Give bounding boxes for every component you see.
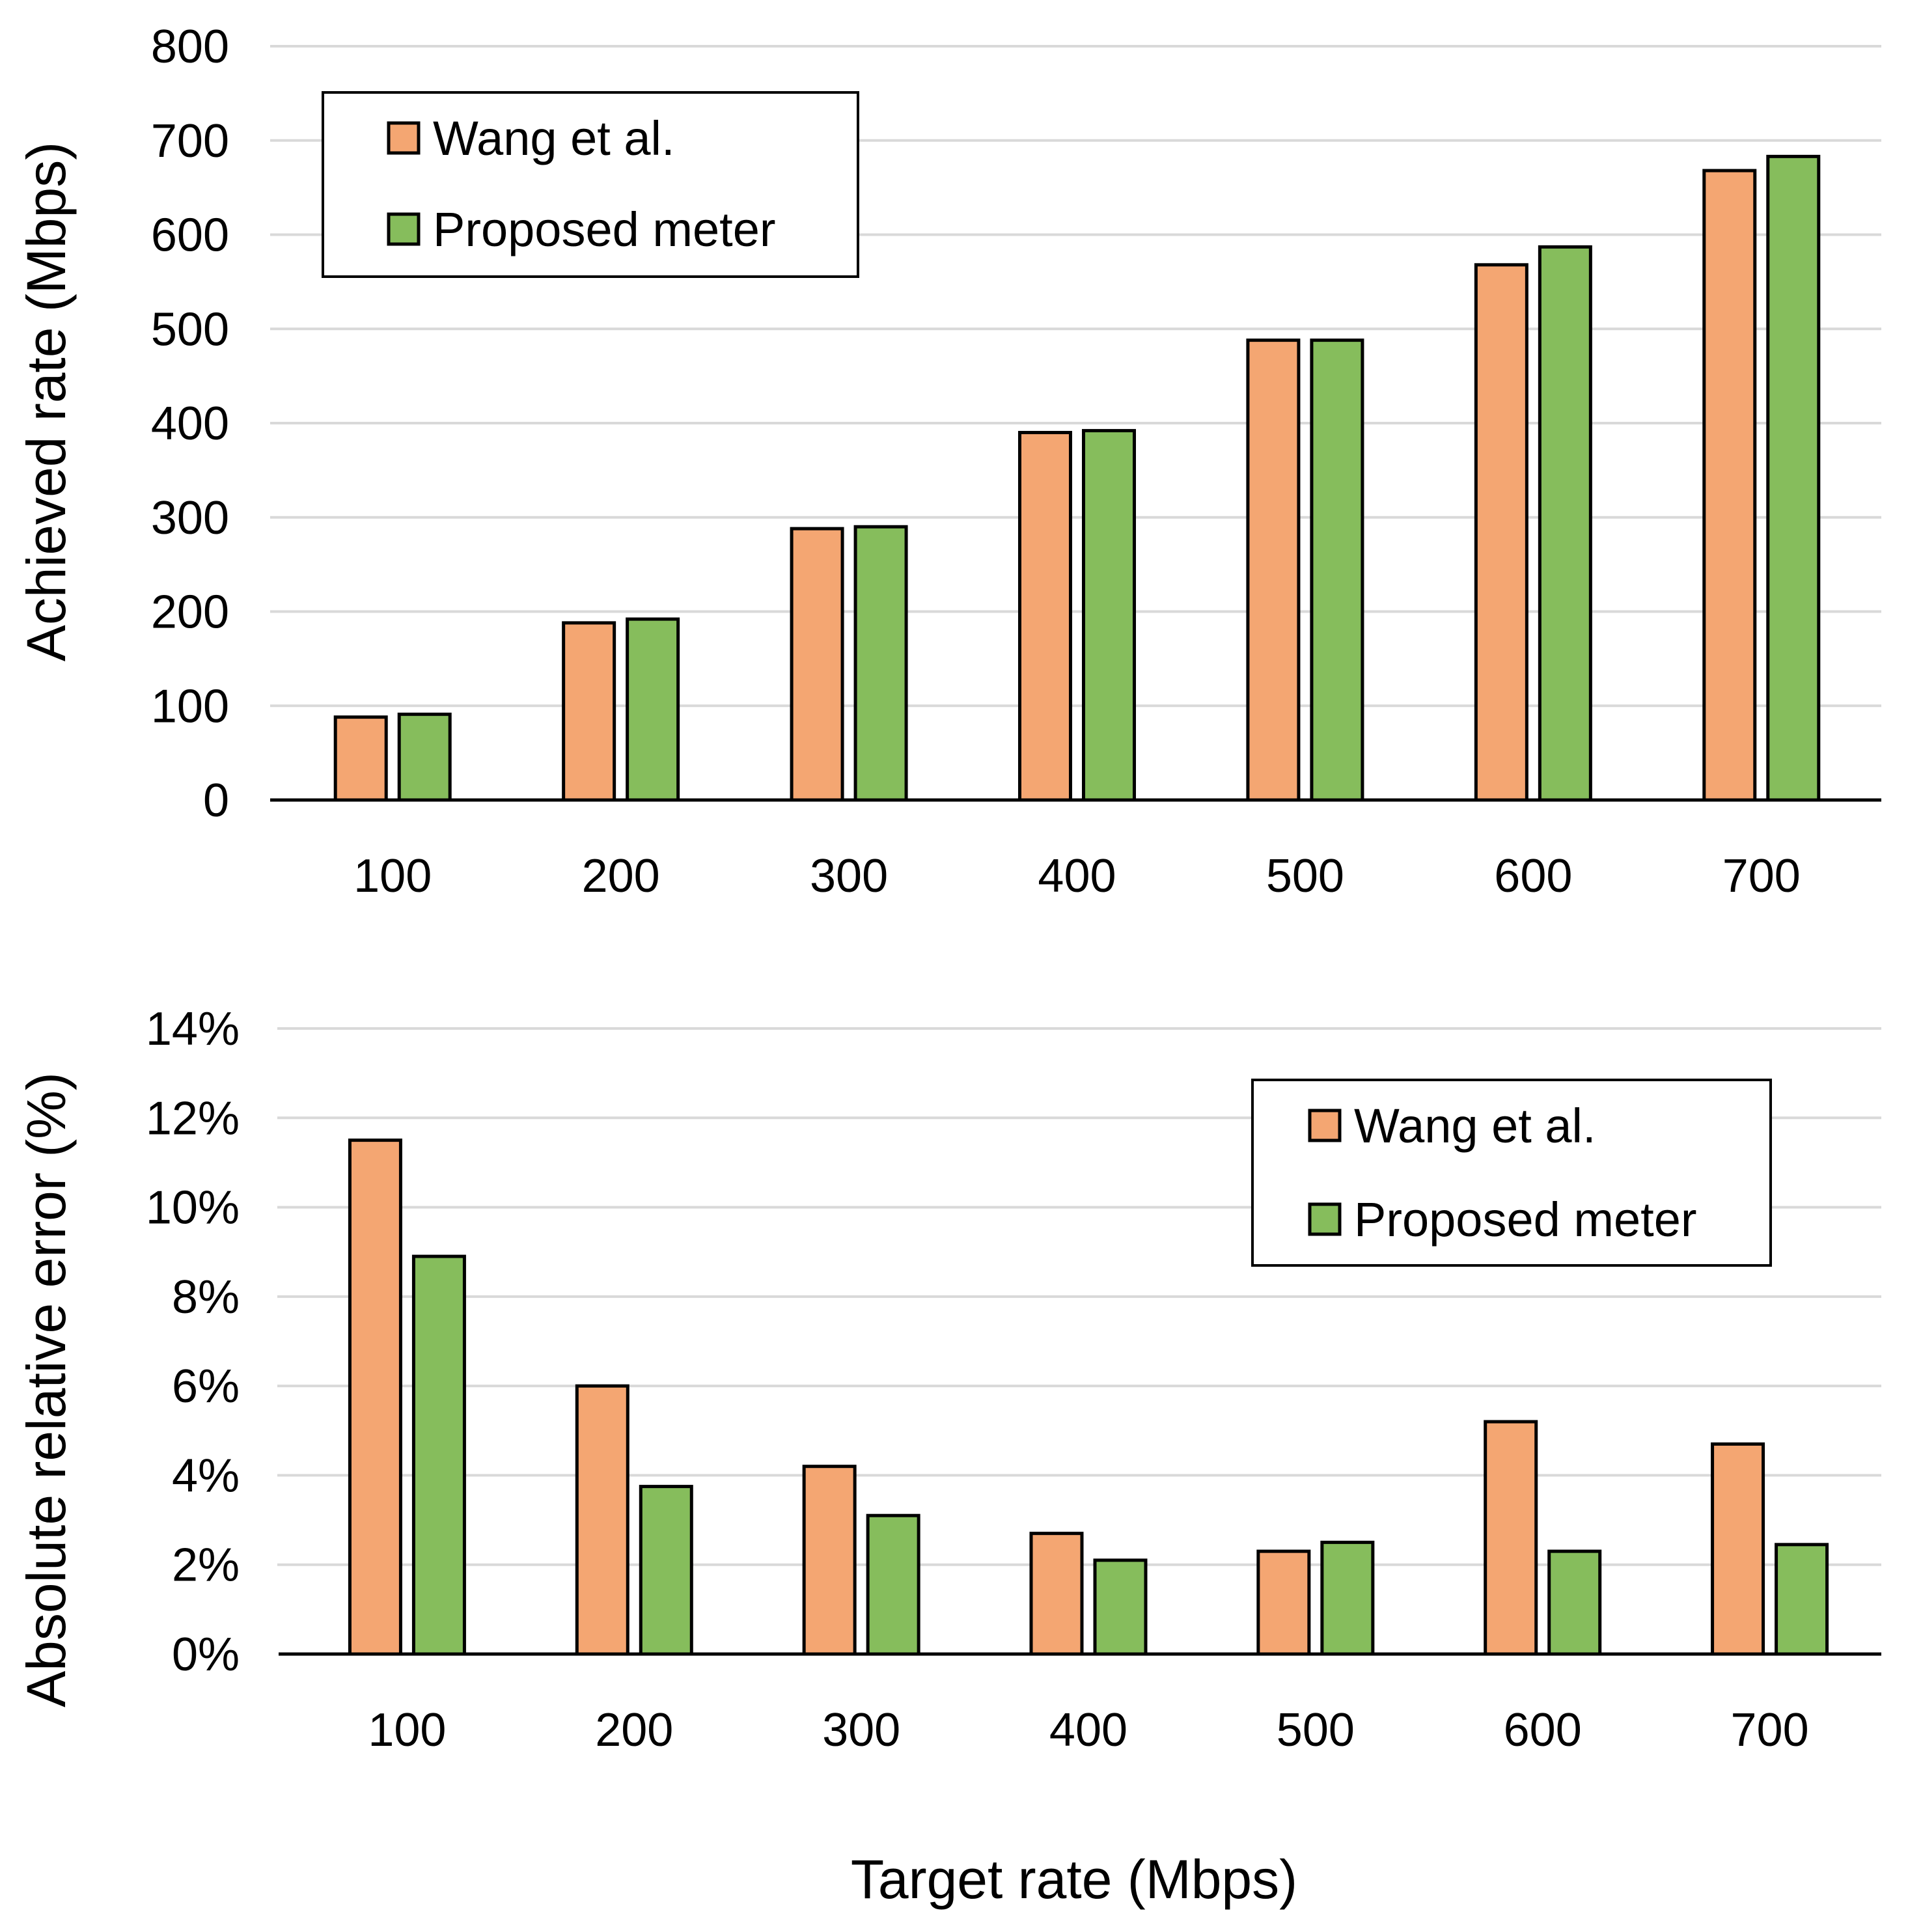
x-tick-label: 200 — [582, 850, 660, 902]
legend-label-wang: Wang et al. — [1354, 1099, 1596, 1153]
y-tick-label: 500 — [151, 303, 229, 355]
chart-achieved-rate: 0 100 200 300 400 500 600 700 800 100 200 300 400 50… — [16, 21, 1881, 902]
x-tick-label: 100 — [353, 850, 432, 902]
y-tick-labels: 0 100 200 300 400 500 600 700 800 — [151, 21, 229, 827]
bar-proposed-600 — [1538, 245, 1592, 802]
chart-relative-error: 0% 2% 4% 6% 8% 10% 12% 14% 100 200 300 400 500 600 70… — [16, 1003, 1881, 1756]
bar-proposed-600 — [1547, 1549, 1602, 1656]
bar-wang-600 — [1484, 1420, 1538, 1656]
x-tick-label: 400 — [1049, 1704, 1127, 1756]
legend-label-wang: Wang et al. — [433, 111, 675, 165]
x-tick-label: 100 — [368, 1704, 446, 1756]
bar-wang-700 — [1711, 1442, 1765, 1656]
y-tick-label: 300 — [151, 492, 229, 544]
y-tick-label: 700 — [151, 115, 229, 167]
legend-swatch-proposed — [1308, 1202, 1342, 1236]
x-tick-label: 400 — [1038, 850, 1116, 902]
x-tick-label: 700 — [1731, 1704, 1809, 1756]
bar-proposed-400 — [1082, 429, 1136, 802]
bar-wang-100 — [348, 1138, 402, 1656]
legend-swatch-wang — [387, 121, 421, 155]
legend-swatch-proposed — [387, 212, 421, 246]
y-tick-label: 14% — [146, 1003, 240, 1055]
y-tick-label: 0% — [172, 1629, 240, 1681]
bar-proposed-200 — [639, 1485, 693, 1656]
bars — [348, 1138, 1829, 1656]
y-tick-label: 6% — [172, 1360, 240, 1413]
bar-proposed-700 — [1775, 1543, 1829, 1656]
bar-proposed-700 — [1766, 154, 1821, 802]
legend-label-proposed: Proposed meter — [1354, 1193, 1697, 1247]
bar-wang-100 — [333, 715, 388, 802]
x-tick-label: 300 — [822, 1704, 900, 1756]
legend: Wang et al. Proposed meter — [322, 91, 859, 278]
x-tick-label: 700 — [1722, 850, 1801, 902]
y-tick-label: 8% — [172, 1271, 240, 1323]
x-tick-label: 500 — [1277, 1704, 1355, 1756]
bar-proposed-200 — [626, 617, 680, 802]
y-tick-labels: 0% 2% 4% 6% 8% 10% 12% 14% — [146, 1003, 240, 1681]
y-tick-label: 10% — [146, 1182, 240, 1234]
x-tick-label: 600 — [1504, 1704, 1582, 1756]
x-tick-label: 500 — [1266, 850, 1344, 902]
y-tick-label: 0 — [203, 775, 229, 827]
bar-wang-300 — [802, 1465, 857, 1656]
legend-swatch-wang — [1308, 1109, 1342, 1142]
legend: Wang et al. Proposed meter — [1251, 1079, 1772, 1267]
x-tick-label: 200 — [595, 1704, 673, 1756]
bar-proposed-500 — [1320, 1540, 1375, 1656]
y-tick-label: 800 — [151, 21, 229, 73]
bar-proposed-500 — [1310, 338, 1364, 802]
bar-proposed-100 — [411, 1254, 466, 1656]
bar-wang-200 — [575, 1384, 629, 1656]
y-tick-label: 600 — [151, 210, 229, 262]
bar-wang-500 — [1246, 338, 1301, 802]
bars — [333, 154, 1821, 802]
bar-proposed-400 — [1093, 1558, 1148, 1656]
bar-wang-200 — [562, 621, 616, 802]
y-tick-label: 100 — [151, 680, 229, 732]
bar-wang-500 — [1256, 1549, 1311, 1656]
bar-wang-700 — [1702, 169, 1757, 802]
bar-proposed-100 — [397, 712, 452, 802]
x-tick-label: 600 — [1494, 850, 1572, 902]
y-tick-label: 4% — [172, 1450, 240, 1502]
x-tick-labels: 100 200 300 400 500 600 700 — [353, 850, 1801, 902]
y-tick-label: 2% — [172, 1539, 240, 1592]
y-axis-title: Absolute relative error (%) — [16, 1072, 77, 1707]
bar-wang-400 — [1029, 1532, 1084, 1656]
legend-label-proposed: Proposed meter — [433, 202, 776, 256]
bar-wang-300 — [790, 527, 844, 802]
y-tick-label: 200 — [151, 586, 229, 639]
bar-proposed-300 — [866, 1513, 920, 1656]
y-axis-title: Achieved rate (Mbps) — [16, 142, 77, 661]
x-tick-labels: 100 200 300 400 500 600 700 — [368, 1704, 1808, 1756]
bar-wang-600 — [1474, 263, 1528, 802]
x-tick-label: 300 — [810, 850, 888, 902]
x-axis-title: Target rate (Mbps) — [851, 1849, 1297, 1910]
y-tick-label: 12% — [146, 1092, 240, 1144]
y-tick-label: 400 — [151, 398, 229, 450]
bar-proposed-300 — [853, 525, 908, 802]
bar-wang-400 — [1018, 430, 1072, 802]
